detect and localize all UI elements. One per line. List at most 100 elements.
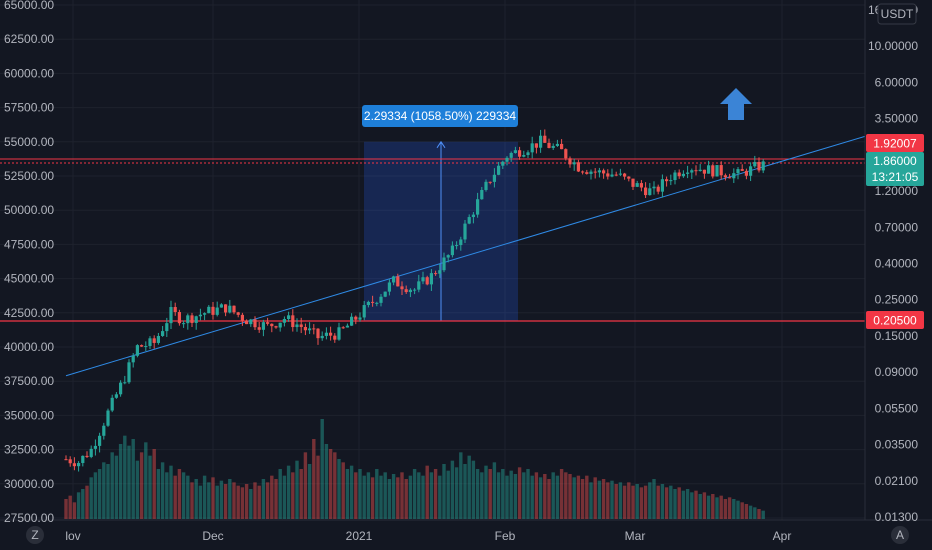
volume-bar (316, 455, 320, 519)
volume-bar (501, 469, 505, 519)
candle-body (240, 314, 244, 321)
volume-bar (555, 475, 560, 519)
candle-body (450, 245, 454, 256)
volume-bar (291, 472, 295, 519)
volume-bar (429, 472, 434, 519)
candle-body (656, 186, 660, 192)
volume-bar (748, 505, 753, 519)
volume-bar (543, 474, 547, 519)
candle-body (345, 325, 349, 328)
candle-body (639, 183, 643, 188)
candle-body (744, 170, 748, 176)
right-tick-label: 0.03500 (875, 438, 919, 452)
candle-body (64, 459, 68, 461)
volume-bar (442, 464, 446, 519)
candle-body (320, 335, 324, 339)
volume-bar (433, 469, 438, 519)
volume-bar (366, 472, 371, 519)
volume-bar (719, 495, 723, 519)
candle-body (127, 362, 131, 383)
currency-button[interactable]: USDT (877, 3, 917, 25)
candle-body (177, 312, 181, 324)
candle-body (119, 382, 123, 395)
volume-bar (664, 487, 669, 519)
volume-bar (274, 479, 278, 519)
trendline (65, 135, 865, 377)
candle-body (564, 149, 568, 159)
volume-bar (690, 492, 694, 519)
time-tick-label: Feb (495, 529, 516, 543)
volume-bar (505, 475, 509, 519)
candle-body (165, 323, 169, 332)
candle-body (106, 410, 110, 426)
volume-bar (387, 479, 392, 519)
candle-body (602, 170, 606, 174)
volume-bar (467, 455, 471, 519)
candle-body (312, 328, 316, 330)
candle-body (98, 435, 102, 446)
volume-bar (648, 482, 652, 519)
candle-body (572, 162, 576, 165)
candle-body (291, 315, 295, 328)
candle-body (593, 171, 597, 173)
timezone-button[interactable]: Z (26, 526, 44, 544)
right-tick-label: 0.05500 (875, 401, 919, 415)
candle-body (282, 319, 286, 323)
candle-body (287, 315, 291, 320)
measure-arrowhead (436, 140, 446, 149)
volume-bar (753, 507, 757, 519)
volume-bar (341, 462, 345, 519)
candle-body (732, 173, 736, 179)
candle-body (152, 338, 156, 343)
time-tick-label: 2021 (346, 529, 373, 543)
candle-body (761, 161, 765, 171)
candle-body (123, 382, 127, 384)
candle-body (207, 306, 211, 314)
volume-bar (597, 480, 602, 519)
candle-body (434, 273, 438, 275)
volume-bar (421, 475, 425, 519)
volume-bar (110, 452, 114, 519)
candle-body (232, 305, 236, 313)
candle-body (316, 328, 320, 339)
auto-scale-button[interactable]: A (891, 526, 909, 544)
volume-bar (303, 452, 308, 519)
candle-body (471, 214, 475, 218)
volume-bar (685, 489, 690, 519)
candle-body (429, 273, 433, 285)
volume-bar (475, 469, 480, 519)
volume-bar (572, 477, 576, 519)
volume-bar (496, 472, 501, 519)
volume-bar (408, 475, 413, 519)
volume-bar (169, 465, 173, 519)
candle-body (442, 257, 446, 271)
volume-bar (324, 444, 329, 519)
candle-body (140, 345, 144, 347)
volume-bar (740, 502, 744, 519)
volume-bar (165, 472, 169, 519)
candle-body (333, 335, 337, 340)
candle-body (740, 169, 744, 171)
volume-bar (589, 482, 593, 519)
volume-bar (564, 472, 568, 519)
candle-body (173, 307, 177, 313)
candle-body (707, 165, 711, 174)
volume-bar (463, 464, 467, 519)
volume-bar (580, 479, 585, 519)
volume-bar (349, 465, 354, 519)
time-tick-label: Dec (202, 529, 223, 543)
volume-bar (681, 490, 686, 519)
candle-body (459, 239, 463, 246)
volume-bar (706, 495, 711, 519)
right-tick-label: 0.09000 (875, 365, 919, 379)
volume-bar (412, 469, 417, 519)
volume-bar (249, 489, 253, 519)
candle-body (648, 188, 652, 196)
candle-body (488, 181, 492, 183)
volume-bar (358, 469, 362, 519)
volume-bar (391, 474, 396, 519)
candle-body (413, 289, 417, 291)
volume-bar (698, 494, 702, 519)
volume-bar (757, 509, 761, 519)
candle-body (560, 143, 564, 150)
